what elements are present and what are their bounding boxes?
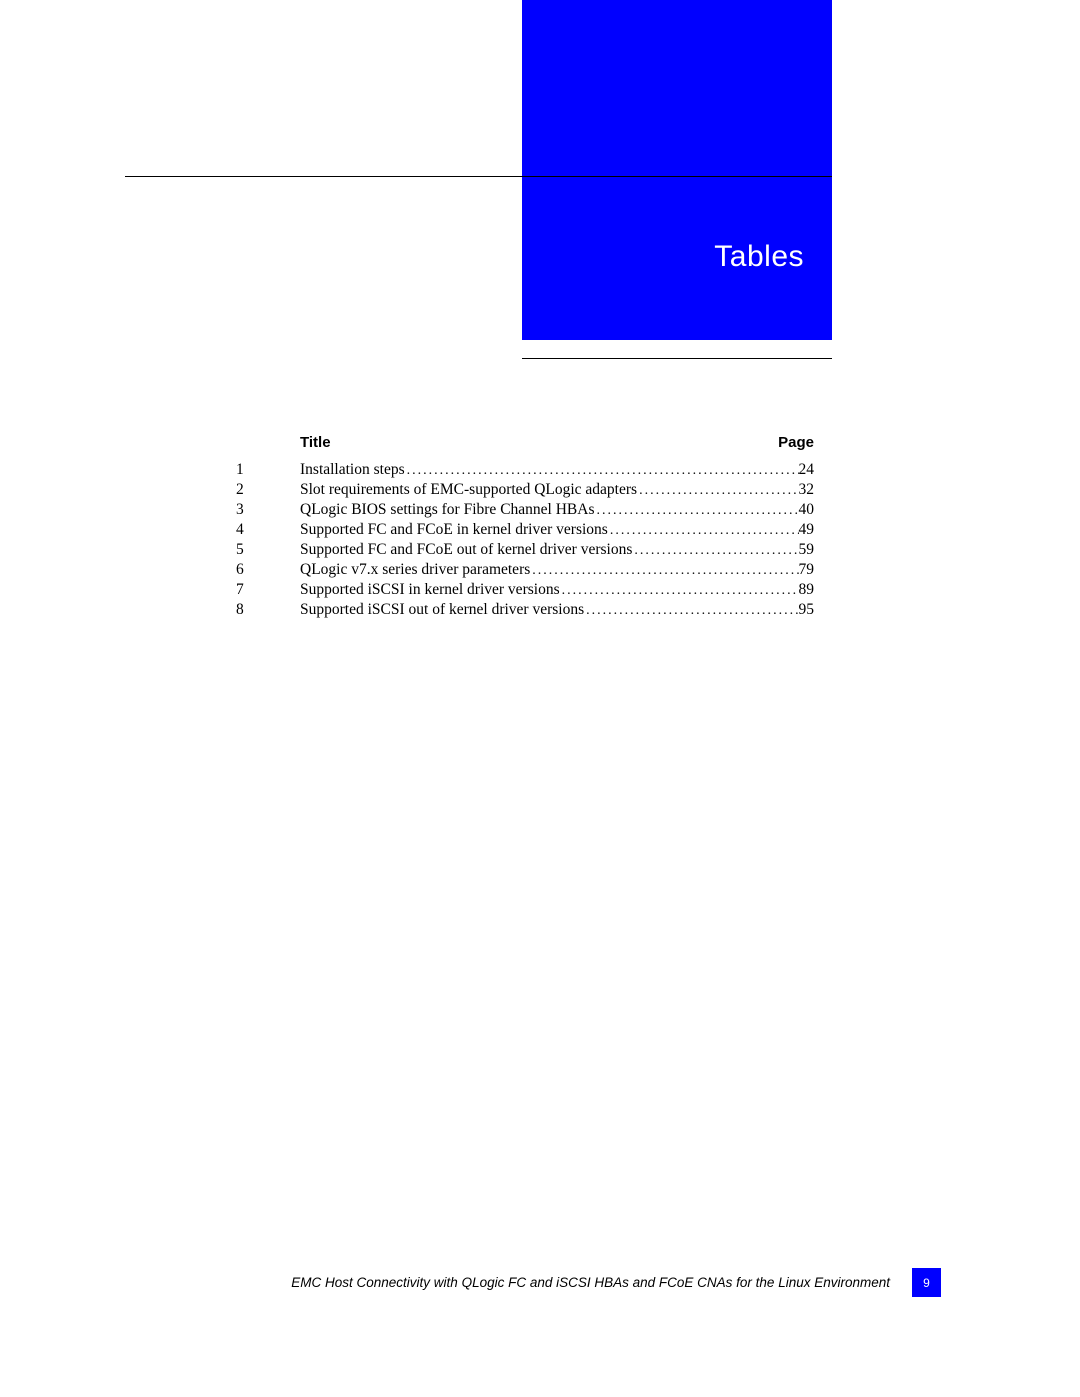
toc-entry: 4 Supported FC and FCoE in kernel driver… xyxy=(230,520,814,540)
leader-dots xyxy=(405,460,799,480)
entry-title: QLogic v7.x series driver parameters xyxy=(300,560,530,579)
entry-title: Installation steps xyxy=(300,460,405,479)
leader-dots xyxy=(530,560,798,580)
leader-dots xyxy=(584,600,798,620)
leader-dots xyxy=(594,500,798,520)
horizontal-rule-top xyxy=(125,176,832,177)
entry-number: 6 xyxy=(230,560,300,579)
entry-page: 95 xyxy=(799,600,815,619)
entry-page: 40 xyxy=(799,500,815,519)
horizontal-rule-sub xyxy=(522,358,832,359)
entry-number: 3 xyxy=(230,500,300,519)
section-title: Tables xyxy=(714,240,804,274)
toc-entry: 5 Supported FC and FCoE out of kernel dr… xyxy=(230,540,814,560)
entry-title: QLogic BIOS settings for Fibre Channel H… xyxy=(300,500,594,519)
toc-entry: 7 Supported iSCSI in kernel driver versi… xyxy=(230,580,814,600)
leader-dots xyxy=(632,540,798,560)
entry-number: 7 xyxy=(230,580,300,599)
leader-dots xyxy=(560,580,799,600)
entry-number: 5 xyxy=(230,540,300,559)
entry-page: 79 xyxy=(799,560,815,579)
leader-dots xyxy=(637,480,798,500)
document-page: Tables Title Page 1 Installation steps 2… xyxy=(0,0,1080,1397)
toc-entry: 3 QLogic BIOS settings for Fibre Channel… xyxy=(230,500,814,520)
entry-number: 2 xyxy=(230,480,300,499)
entry-number: 8 xyxy=(230,600,300,619)
section-banner: Tables xyxy=(522,0,832,340)
entry-title: Supported FC and FCoE in kernel driver v… xyxy=(300,520,608,539)
entry-title: Supported iSCSI out of kernel driver ver… xyxy=(300,600,584,619)
entry-number: 4 xyxy=(230,520,300,539)
header-page: Page xyxy=(778,434,814,451)
toc-entry: 2 Slot requirements of EMC-supported QLo… xyxy=(230,480,814,500)
entry-page: 89 xyxy=(799,580,815,599)
toc-entry: 6 QLogic v7.x series driver parameters 7… xyxy=(230,560,814,580)
entry-page: 49 xyxy=(799,520,815,539)
entry-title: Supported FC and FCoE out of kernel driv… xyxy=(300,540,632,559)
entry-page: 24 xyxy=(799,460,815,479)
entry-page: 32 xyxy=(799,480,815,499)
footer-doc-title: EMC Host Connectivity with QLogic FC and… xyxy=(291,1275,890,1290)
page-number-box: 9 xyxy=(912,1268,941,1297)
page-footer: EMC Host Connectivity with QLogic FC and… xyxy=(0,1268,1080,1297)
entry-number: 1 xyxy=(230,460,300,479)
entry-page: 59 xyxy=(799,540,815,559)
entry-title: Slot requirements of EMC-supported QLogi… xyxy=(300,480,637,499)
toc-entry: 8 Supported iSCSI out of kernel driver v… xyxy=(230,600,814,620)
page-number: 9 xyxy=(923,1276,930,1290)
toc-entries: 1 Installation steps 24 2 Slot requireme… xyxy=(230,460,814,620)
leader-dots xyxy=(608,520,799,540)
toc-entry: 1 Installation steps 24 xyxy=(230,460,814,480)
header-title: Title xyxy=(300,434,331,451)
entry-title: Supported iSCSI in kernel driver version… xyxy=(300,580,560,599)
column-headers: Title Page xyxy=(300,434,814,451)
